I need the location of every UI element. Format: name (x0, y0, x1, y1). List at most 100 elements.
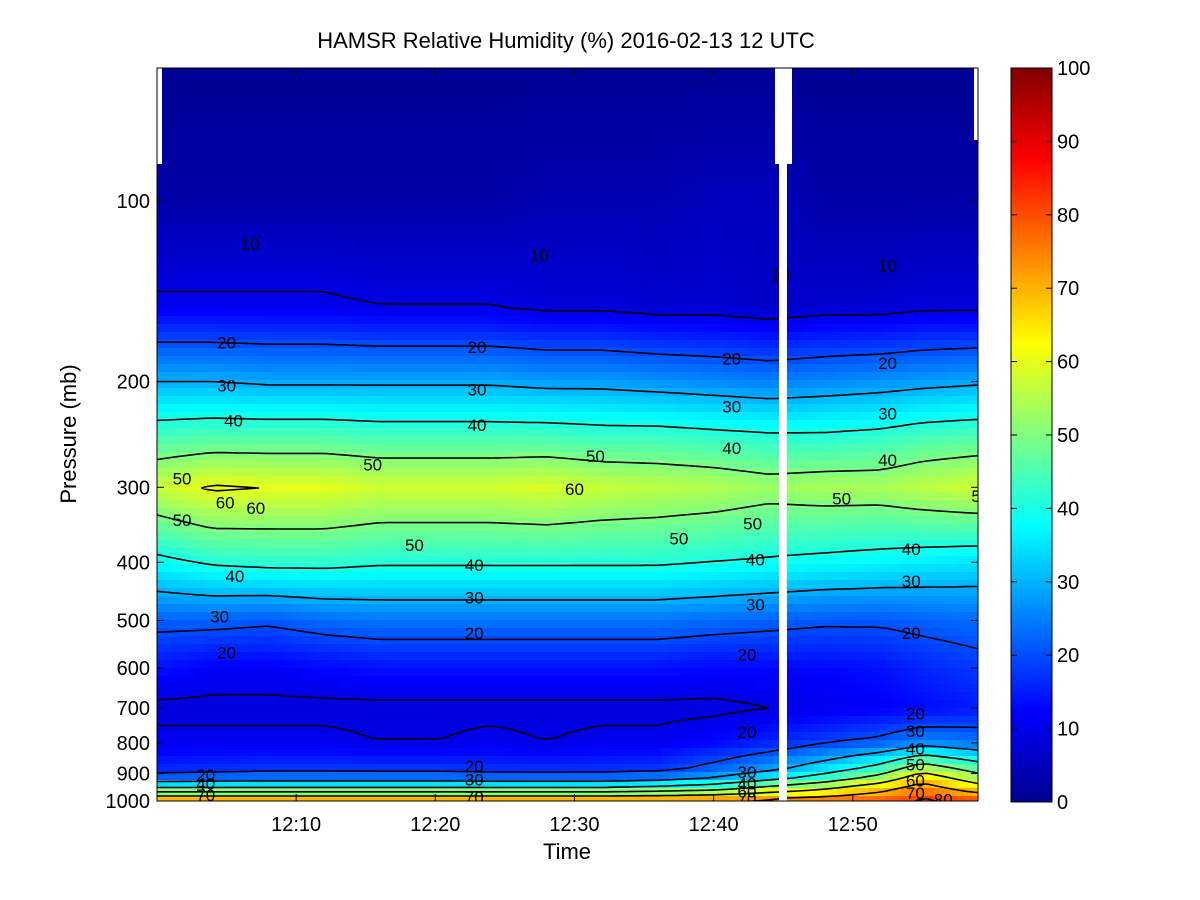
heat-cell (421, 260, 430, 269)
heat-cell (733, 348, 742, 357)
heat-cell (861, 124, 870, 133)
heat-cell (909, 380, 918, 389)
heat-cell (461, 284, 470, 293)
heat-cell (605, 132, 614, 141)
heat-cell (597, 308, 606, 317)
heat-cell (301, 412, 310, 421)
heat-cell (581, 68, 590, 77)
heat-cell (813, 124, 822, 133)
heat-cell (205, 164, 214, 173)
heat-cell (517, 180, 526, 189)
heat-cell (189, 140, 198, 149)
heat-cell (877, 236, 886, 245)
heat-cell (741, 76, 750, 85)
heat-cell (349, 388, 358, 397)
heat-cell (717, 444, 726, 453)
heat-cell (509, 188, 518, 197)
heat-cell (357, 92, 366, 101)
heat-cell (925, 316, 934, 325)
heat-cell (565, 332, 574, 341)
heat-cell (773, 228, 782, 237)
heat-cell (677, 308, 686, 317)
heat-cell (413, 436, 422, 445)
heat-cell (197, 100, 206, 109)
heat-cell (853, 204, 862, 213)
heat-cell (325, 428, 334, 437)
heat-cell (413, 244, 422, 253)
heat-cell (845, 252, 854, 261)
heat-cell (837, 372, 846, 381)
heat-cell (461, 316, 470, 325)
heat-cell (957, 84, 966, 93)
heat-cell (349, 228, 358, 237)
heat-cell (709, 204, 718, 213)
heat-cell (861, 228, 870, 237)
heat-cell (373, 420, 382, 429)
heat-cell (517, 236, 526, 245)
heat-cell (949, 340, 958, 349)
heat-cell (341, 372, 350, 381)
heat-cell (341, 100, 350, 109)
heat-cell (941, 436, 950, 445)
heat-cell (405, 428, 414, 437)
heat-cell (581, 292, 590, 301)
heat-cell (293, 252, 302, 261)
heat-cell (509, 388, 518, 397)
heat-cell (277, 364, 286, 373)
heat-cell (373, 252, 382, 261)
heat-cell (957, 156, 966, 165)
heat-cell (693, 140, 702, 149)
heat-cell (677, 372, 686, 381)
heat-cell (613, 404, 622, 413)
heat-cell (253, 332, 262, 341)
heat-cell (733, 308, 742, 317)
heat-cell (549, 284, 558, 293)
heat-cell (277, 316, 286, 325)
heat-cell (813, 116, 822, 125)
heat-cell (533, 308, 542, 317)
heat-cell (741, 132, 750, 141)
heat-cell (221, 428, 230, 437)
heat-cell (413, 124, 422, 133)
heat-cell (277, 116, 286, 125)
heat-cell (709, 228, 718, 237)
heat-cell (581, 116, 590, 125)
heat-cell (205, 236, 214, 245)
heat-cell (493, 388, 502, 397)
heat-cell (373, 356, 382, 365)
heat-cell (829, 132, 838, 141)
heat-cell (165, 68, 174, 77)
heat-cell (405, 180, 414, 189)
heat-cell (797, 276, 806, 285)
heat-cell (373, 332, 382, 341)
heat-cell (437, 396, 446, 405)
heat-cell (517, 356, 526, 365)
heat-cell (749, 228, 758, 237)
heat-cell (765, 268, 774, 277)
heat-cell (949, 396, 958, 405)
heat-cell (933, 116, 942, 125)
heat-cell (677, 124, 686, 133)
heat-cell (269, 316, 278, 325)
heat-cell (613, 172, 622, 181)
heat-cell (749, 204, 758, 213)
heat-cell (229, 252, 238, 261)
heat-cell (901, 108, 910, 117)
heat-cell (533, 364, 542, 373)
heat-cell (181, 380, 190, 389)
heat-cell (821, 252, 830, 261)
heat-cell (749, 148, 758, 157)
heat-cell (853, 364, 862, 373)
heat-cell (533, 444, 542, 453)
heat-cell (173, 220, 182, 229)
heat-cell (677, 212, 686, 221)
heat-cell (413, 324, 422, 333)
heat-cell (253, 124, 262, 133)
heat-cell (245, 180, 254, 189)
heat-cell (693, 444, 702, 453)
heat-cell (629, 180, 638, 189)
heat-cell (805, 380, 814, 389)
heat-cell (933, 316, 942, 325)
heat-cell (501, 260, 510, 269)
heat-cell (821, 324, 830, 333)
